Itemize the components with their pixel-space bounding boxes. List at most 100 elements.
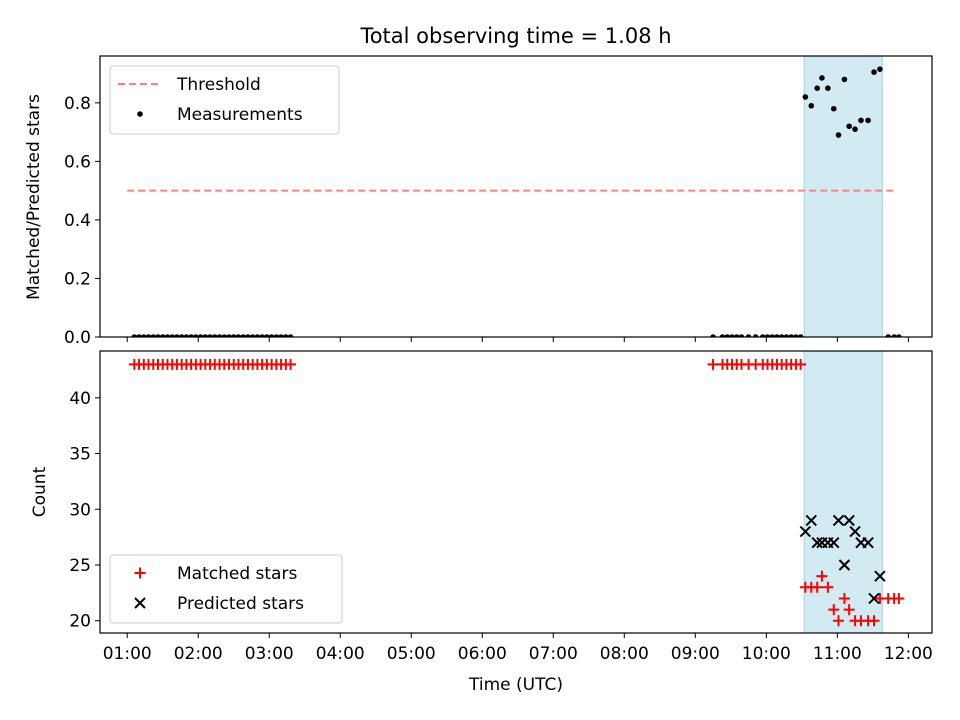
matched-star-point xyxy=(833,615,845,627)
measurement-point xyxy=(808,102,815,109)
measurement-point xyxy=(268,334,275,337)
y-tick-label: 0.4 xyxy=(64,211,91,231)
chart-title: Total observing time = 1.08 h xyxy=(359,24,671,48)
measurement-point xyxy=(254,334,261,337)
predicted-star-point xyxy=(843,514,855,527)
observing-window-span xyxy=(803,350,883,634)
legend-label: Threshold xyxy=(176,75,261,95)
legend-predicted-marker xyxy=(134,597,146,609)
predicted-star-point xyxy=(828,537,840,549)
measurement-point xyxy=(797,334,804,337)
matched-star-point xyxy=(811,581,823,593)
measurement-point xyxy=(283,334,289,337)
measurement-point xyxy=(745,334,752,337)
measurement-point xyxy=(145,334,152,337)
predicted-star-point xyxy=(799,525,812,538)
top-y-axis-label: Matched/Predicted stars xyxy=(24,94,44,300)
y-tick-label: 40 xyxy=(69,389,91,409)
measurement-point xyxy=(188,334,194,337)
measurement-point xyxy=(778,334,785,337)
y-tick-label: 0.2 xyxy=(64,269,91,289)
matched-star-point xyxy=(707,358,719,370)
y-tick-label: 0.8 xyxy=(64,94,91,114)
measurement-point xyxy=(159,334,166,337)
measurement-point xyxy=(155,334,161,337)
measurement-point xyxy=(764,334,771,337)
measurement-point xyxy=(719,334,726,337)
measurement-point xyxy=(278,334,284,337)
measurement-point xyxy=(131,334,138,337)
axes-frame xyxy=(99,350,933,634)
predicted-star-point xyxy=(832,514,845,527)
measurement-point xyxy=(871,69,877,75)
count-panel: 01:00 02:00 03:00 04:00 05:00 06:00 07:00 08:00… xyxy=(69,350,933,664)
measurement-point xyxy=(752,334,759,337)
measurement-point xyxy=(259,334,265,337)
measurement-point xyxy=(783,334,790,337)
matched-star-point xyxy=(822,581,834,593)
measurement-point xyxy=(825,85,831,91)
y-tick-label: 0.6 xyxy=(64,152,91,172)
axes-frame xyxy=(99,55,933,338)
measurement-point xyxy=(774,334,780,337)
matched-star-point xyxy=(868,615,880,627)
x-tick-label: 01:00 xyxy=(103,644,152,664)
measurement-point xyxy=(178,334,185,337)
measurement-point xyxy=(852,126,858,132)
measurement-point xyxy=(245,334,251,337)
legend-label: Predicted stars xyxy=(177,594,304,614)
measurement-point xyxy=(140,334,147,337)
matched-star-point xyxy=(795,358,807,370)
matched-star-point xyxy=(893,592,905,604)
x-tick-label: 07:00 xyxy=(529,644,578,664)
measurement-point xyxy=(865,117,871,124)
measurement-point xyxy=(896,334,902,337)
legend-label: Measurements xyxy=(177,105,303,125)
x-tick-label: 05:00 xyxy=(387,644,436,664)
measurement-point xyxy=(249,334,256,337)
matched-star-point xyxy=(285,358,297,370)
legend-label: Matched stars xyxy=(177,564,297,584)
measurement-point xyxy=(207,334,213,337)
measurement-point xyxy=(287,334,294,337)
y-tick-label: 35 xyxy=(69,445,91,465)
y-tick-label: 25 xyxy=(69,556,91,576)
measurement-point xyxy=(885,334,892,337)
measurement-point xyxy=(216,334,223,337)
measurement-point xyxy=(202,334,209,337)
x-tick-label: 12:00 xyxy=(884,644,933,664)
measurement-point xyxy=(212,334,218,337)
predicted-star-point xyxy=(805,514,817,527)
legend: Threshold Measurements xyxy=(109,65,340,135)
predicted-star-point xyxy=(868,592,880,605)
measurement-point xyxy=(230,334,237,337)
matched-star-point xyxy=(828,604,840,616)
x-tick-label: 02:00 xyxy=(174,644,223,664)
ratio-panel: 0.0 0.2 0.4 0.6 0.8 Threshold Measurements xyxy=(64,55,933,348)
measurement-point xyxy=(738,334,745,337)
measurement-point xyxy=(183,334,190,337)
matched-star-point xyxy=(816,570,828,582)
x-axis-label: Time (UTC) xyxy=(468,675,563,695)
x-tick-label: 10:00 xyxy=(742,644,791,664)
measurement-point xyxy=(724,334,731,337)
plot-area xyxy=(128,358,905,627)
measurement-point xyxy=(759,334,766,337)
predicted-star-point xyxy=(811,537,823,549)
measurement-point xyxy=(174,334,180,337)
measurement-point xyxy=(788,334,794,337)
predicted-star-point xyxy=(874,570,886,582)
y-tick-label: 20 xyxy=(69,612,91,632)
measurement-point xyxy=(136,334,142,337)
y-tick-label: 30 xyxy=(69,500,91,520)
x-tick-label: 04:00 xyxy=(316,644,365,664)
x-tick-label: 08:00 xyxy=(600,644,649,664)
x-tick-label: 03:00 xyxy=(245,644,294,664)
measurement-point xyxy=(769,334,776,337)
measurement-point xyxy=(729,334,735,337)
predicted-star-point xyxy=(849,525,861,538)
measurement-point xyxy=(164,334,171,337)
x-tick-label: 09:00 xyxy=(671,644,720,664)
